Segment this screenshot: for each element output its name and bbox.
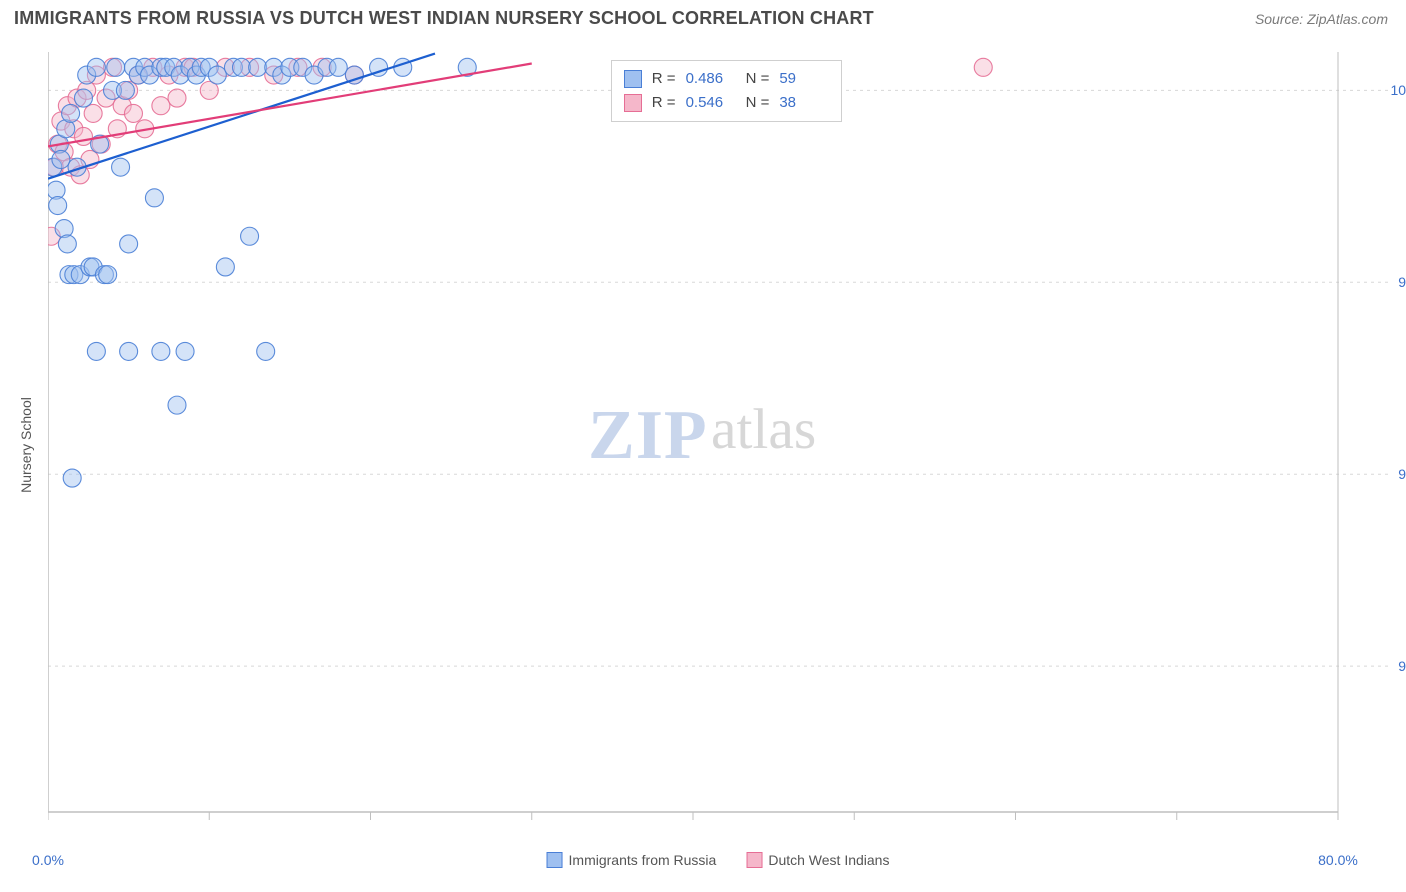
legend-swatch-blue: [547, 852, 563, 868]
r-value-blue: 0.486: [686, 67, 736, 91]
r-prefix: R =: [652, 67, 676, 91]
legend-swatch-pink: [746, 852, 762, 868]
source-attribution: Source: ZipAtlas.com: [1255, 11, 1388, 27]
bottom-legend: Immigrants from Russia Dutch West Indian…: [547, 852, 890, 868]
correlation-legend: R = 0.486 N = 59 R = 0.546 N = 38: [611, 60, 843, 122]
n-prefix: N =: [746, 91, 770, 115]
r-prefix: R =: [652, 91, 676, 115]
corr-swatch-pink: [624, 94, 642, 112]
legend-label-blue: Immigrants from Russia: [569, 852, 717, 868]
legend-item-blue: Immigrants from Russia: [547, 852, 717, 868]
correlation-row-blue: R = 0.486 N = 59: [624, 67, 830, 91]
y-tick-label: 100.0%: [1391, 82, 1406, 98]
n-value-blue: 59: [779, 67, 829, 91]
y-tick-label: 95.0%: [1398, 466, 1406, 482]
legend-label-pink: Dutch West Indians: [768, 852, 889, 868]
n-prefix: N =: [746, 67, 770, 91]
chart-title: IMMIGRANTS FROM RUSSIA VS DUTCH WEST IND…: [14, 8, 874, 29]
y-tick-label: 92.5%: [1398, 658, 1406, 674]
title-bar: IMMIGRANTS FROM RUSSIA VS DUTCH WEST IND…: [0, 0, 1406, 33]
correlation-row-pink: R = 0.546 N = 38: [624, 91, 830, 115]
watermark-atlas: atlas: [711, 397, 816, 462]
corr-swatch-blue: [624, 70, 642, 88]
watermark-zip: ZIP: [588, 396, 708, 476]
chart-area: Nursery School 92.5%95.0%97.5%100.0% 0.0…: [48, 52, 1388, 838]
x-tick-label: 80.0%: [1318, 852, 1358, 868]
y-tick-label: 97.5%: [1398, 274, 1406, 290]
n-value-pink: 38: [779, 91, 829, 115]
r-value-pink: 0.546: [686, 91, 736, 115]
x-tick-label: 0.0%: [32, 852, 64, 868]
y-axis-label: Nursery School: [18, 397, 34, 493]
legend-item-pink: Dutch West Indians: [746, 852, 889, 868]
